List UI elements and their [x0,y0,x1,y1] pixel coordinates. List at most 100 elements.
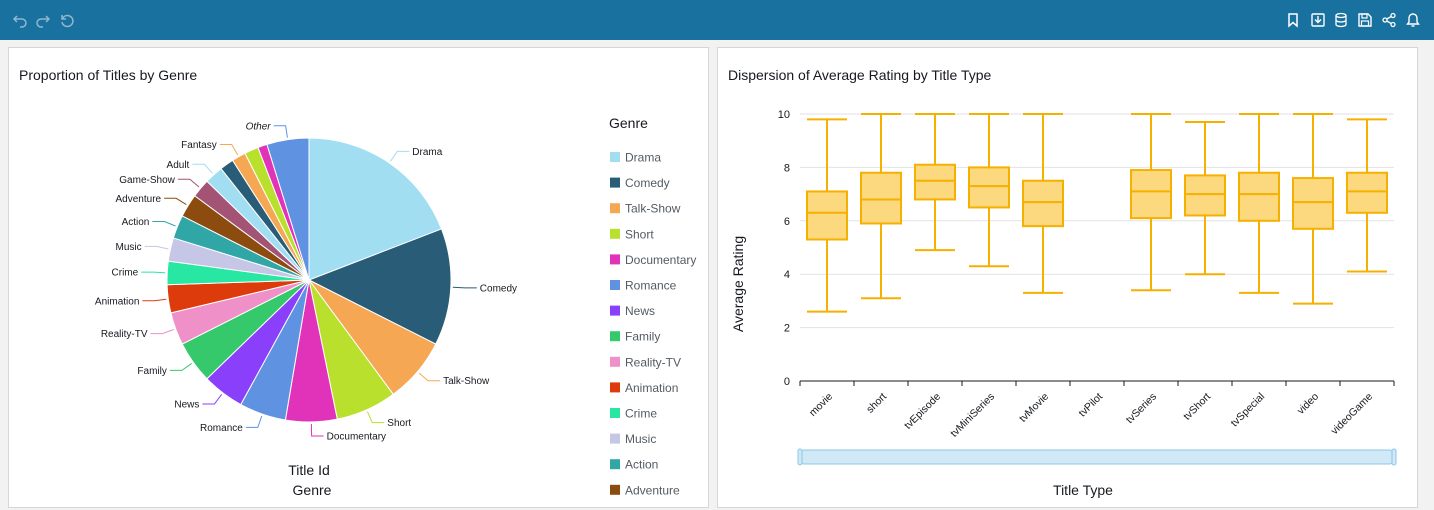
pie-callout-crime: Crime [112,268,166,279]
pie-callout-game-show: Game-Show [119,175,200,188]
legend-item-family[interactable]: Family [610,330,660,344]
box-tvmovie[interactable] [1022,113,1064,294]
legend-label: Comedy [625,176,670,190]
box-plot-title: Dispersion of Average Rating by Title Ty… [728,67,992,83]
iqr-box [1022,179,1064,228]
x-tick-label-tvmovie: tvMovie [1017,391,1051,425]
pie-callout-family: Family [137,363,192,377]
undo-icon[interactable] [10,10,30,30]
pie-callout-adventure: Adventure [116,194,187,205]
box-movie[interactable] [806,118,848,313]
legend-item-crime[interactable]: Crime [610,407,657,421]
pie-callout-label: Romance [200,423,243,434]
box-tvepisode[interactable] [914,113,956,252]
pie-slice-comedy[interactable] [307,228,452,345]
pie-callout-label: Drama [412,147,442,158]
dataset-icon[interactable] [1331,10,1351,30]
legend-label: Family [625,330,660,344]
pie-slice-other[interactable] [266,137,310,281]
pie-callout-talk-show: Talk-Show [418,372,490,387]
horizontal-scrollbar[interactable] [797,448,1397,466]
legend-item-drama[interactable]: Drama [610,151,661,165]
share-icon[interactable] [1379,10,1399,30]
y-tick-label: 0 [784,376,790,388]
pie-callout-reality-tv: Reality-TV [101,329,174,340]
x-tick-label-tvshort: tvShort [1181,391,1213,423]
y-tick-label: 6 [784,216,790,228]
box-plot[interactable]: 0 2 4 6 8 10 movie short tvEpisode tvMiniSeries t… [718,48,1417,507]
box-video[interactable] [1292,113,1334,305]
legend-swatch [610,305,620,316]
box-tvseries[interactable] [1130,113,1172,292]
pie-callout-label: Action [122,217,150,228]
iqr-box [1238,171,1280,222]
legend-item-talk-show[interactable]: Talk-Show [610,202,681,216]
box-tvshort[interactable] [1184,121,1226,276]
legend-item-action[interactable]: Action [610,458,658,472]
iqr-box [1346,171,1388,214]
pie-callout-label: Crime [112,268,139,279]
reset-icon[interactable] [57,10,77,30]
box-videogame[interactable] [1346,118,1388,273]
x-tick-label-tvseries: tvSeries [1124,391,1159,426]
scrollbar-right-handle[interactable] [1391,448,1397,466]
legend-item-short[interactable]: Short [610,227,654,241]
legend-item-music[interactable]: Music [610,432,656,446]
box-tvminiseries[interactable] [968,113,1010,268]
pie-chart[interactable]: DramaComedyTalk-ShowShortDocumentaryRoma… [9,48,708,507]
pie-callout-label: Adult [167,160,190,171]
scrollbar-left-handle[interactable] [797,448,803,466]
legend-item-adventure[interactable]: Adventure [610,483,680,497]
pie-callout-label: News [174,400,199,411]
legend-item-documentary[interactable]: Documentary [610,253,696,267]
y-tick-label: 10 [778,109,790,121]
pie-chart-panel: Proportion of Titles by Genre Drama Comed… [8,47,709,508]
pie-callout-label: Music [116,242,142,253]
legend-label: Drama [625,151,661,165]
x-tick-label-tvpilot: tvPilot [1076,391,1105,420]
alert-icon[interactable] [1403,10,1423,30]
box-tvspecial[interactable] [1238,113,1280,294]
legend-item-romance[interactable]: Romance [610,279,677,293]
redo-icon[interactable] [33,10,53,30]
legend-item-animation[interactable]: Animation [610,381,678,395]
pie-callout-documentary: Documentary [310,423,386,442]
pie-callout-label: Documentary [327,431,386,442]
pie-callout-fantasy: Fantasy [181,140,239,156]
box-short[interactable] [860,113,902,300]
save-icon[interactable] [1355,10,1375,30]
legend-swatch [610,331,620,342]
legend-swatch [610,280,620,290]
legend-swatch [610,382,620,393]
download-icon[interactable] [1308,10,1328,30]
legend-item-news[interactable]: News [610,304,655,318]
pie-callout-label: Short [387,418,411,429]
scrollbar-track[interactable] [801,449,1393,465]
pie-callout-label: Fantasy [181,140,217,151]
pie-callout-short: Short [366,411,411,429]
iqr-box [914,163,956,201]
y-tick-label: 4 [784,269,790,281]
x-tick-label-video: video [1295,391,1321,417]
legend-label: Talk-Show [625,202,681,216]
iqr-box [968,166,1010,209]
bookmark-icon[interactable] [1283,10,1303,30]
pie-callout-other: Other [246,121,288,138]
legend-swatch [610,203,620,214]
pie-callout-animation: Animation [95,296,167,307]
pie-callout-romance: Romance [200,415,263,434]
pie-slice-drama[interactable] [308,137,443,281]
iqr-box [806,190,848,241]
legend-swatch [610,433,620,444]
x-tick-label-videogame: videoGame [1329,391,1376,438]
legend-item-comedy[interactable]: Comedy [610,176,670,190]
legend-label: Reality-TV [625,355,681,369]
y-axis-label: Average Rating [730,236,746,332]
y-tick-label: 8 [784,162,790,174]
pie-group-label: Genre [293,482,332,498]
x-tick-label-tvepisode: tvEpisode [902,391,943,432]
pie-callout-label: Animation [95,296,139,307]
legend-swatch [610,408,620,418]
legend-item-reality-tv[interactable]: Reality-TV [610,355,681,369]
legend-swatch [610,228,620,239]
